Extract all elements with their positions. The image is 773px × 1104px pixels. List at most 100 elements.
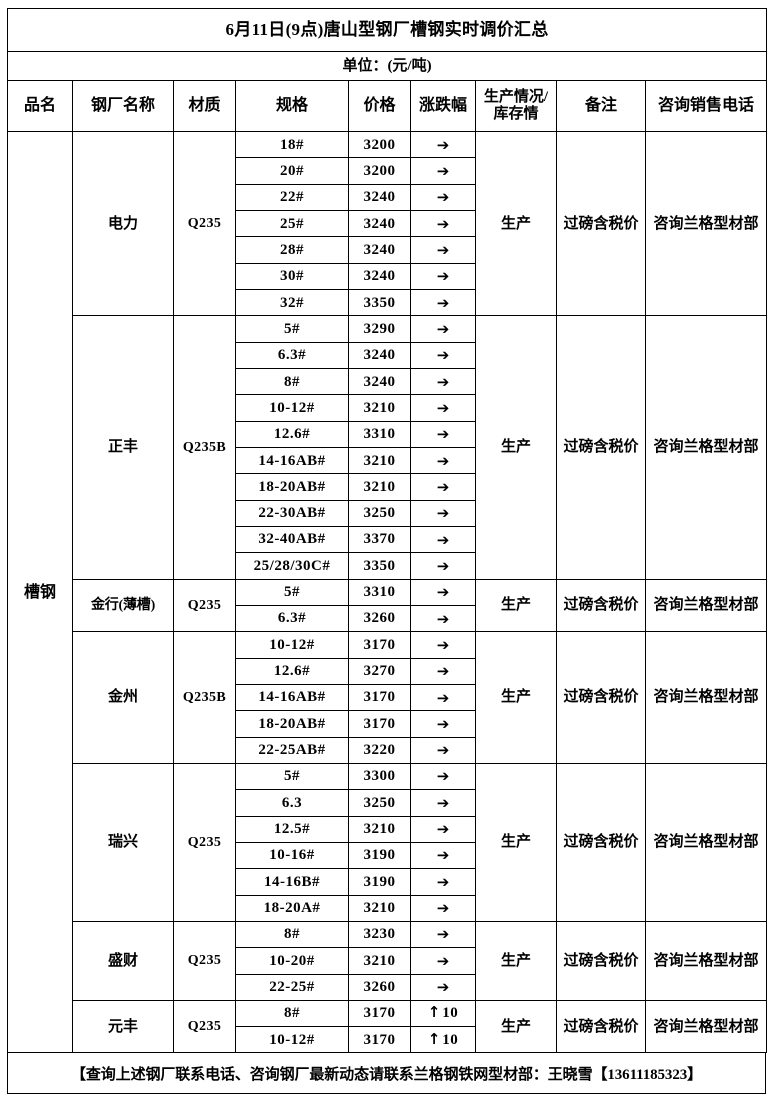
cell-change: ➔	[410, 130, 476, 159]
table-row: 20# 3200 ➔	[8, 157, 767, 185]
cell-price: 3170	[348, 1026, 411, 1054]
table-row: 金行(薄槽) Q235 5# 3310 ➔ 生产 过磅含税价 咨询兰格型材部	[8, 578, 768, 633]
arrow-up-icon: ↑	[427, 1003, 441, 1022]
cell-price: 3200	[348, 130, 411, 159]
cell-material: Q235B	[173, 631, 236, 764]
arrow-flat-icon: ➔	[436, 714, 450, 733]
cell-category: 槽钢	[7, 130, 73, 1054]
column-header-note: 备注	[556, 80, 646, 132]
cell-price: 3170	[348, 999, 411, 1028]
cell-price: 3300	[348, 762, 411, 791]
arrow-flat-icon: ➔	[436, 556, 450, 575]
cell-spec: 10-12#	[235, 394, 349, 422]
cell-price: 3210	[348, 947, 411, 975]
cell-production: 生产	[475, 631, 557, 764]
cell-price: 3170	[348, 683, 411, 712]
cell-spec: 10-12#	[235, 1026, 349, 1054]
cell-spec: 32-40AB#	[235, 525, 349, 554]
cell-change: ➔	[410, 262, 476, 290]
cell-phone: 咨询兰格型材部	[644, 130, 768, 317]
cell-price: 3190	[348, 868, 411, 896]
cell-phone: 咨询兰格型材部	[644, 578, 768, 633]
cell-phone: 咨询兰格型材部	[644, 999, 768, 1054]
arrow-flat-icon: ➔	[436, 951, 450, 970]
cell-change: ➔	[410, 183, 476, 211]
cell-change: ➔	[410, 394, 476, 422]
page-title: 6月11日(9点)唐山型钢厂槽钢实时调价汇总	[6, 8, 768, 52]
cell-price: 3210	[348, 473, 411, 501]
cell-mill: 正丰	[72, 315, 174, 580]
cell-price: 3310	[348, 420, 411, 448]
table-row: 12.6# 3310 ➔	[8, 420, 767, 448]
cell-price: 3170	[348, 710, 411, 738]
cell-spec: 30#	[235, 262, 349, 290]
table-row: 槽钢 电力 Q235 18# 3200 ➔ 生产 过磅含税价 咨询兰格型材部	[7, 130, 768, 1054]
cell-production: 生产	[475, 999, 557, 1054]
cell-change: ➔	[410, 157, 476, 185]
cell-spec: 10-20#	[235, 947, 349, 975]
cell-spec: 18-20AB#	[235, 473, 349, 501]
cell-price: 3210	[348, 894, 411, 922]
cell-change: ➔	[410, 236, 476, 264]
cell-change: ➔	[410, 420, 476, 448]
arrow-flat-icon: ➔	[436, 899, 450, 918]
cell-mill: 金州	[72, 631, 174, 764]
cell-spec: 10-12#	[235, 631, 349, 659]
cell-note: 过磅含税价	[556, 631, 646, 764]
cell-price: 3370	[348, 525, 411, 554]
cell-price: 3210	[348, 394, 411, 422]
table-row: 14-16AB# 3170 ➔	[8, 683, 767, 712]
cell-spec: 12.6#	[235, 657, 349, 685]
cell-change: ➔	[410, 631, 476, 659]
cell-change: ➔	[410, 552, 476, 580]
cell-spec: 32#	[235, 288, 349, 317]
cell-change: ➔	[410, 499, 476, 527]
cell-price: 3250	[348, 499, 411, 527]
arrow-up-icon: ↑	[427, 1029, 441, 1048]
arrow-flat-icon: ➔	[436, 319, 450, 338]
footer-row: 【查询上述钢厂联系电话、咨询钢厂最新动态请联系兰格钢铁网型材部：王晓雪【1361…	[7, 1052, 766, 1095]
arrow-flat-icon: ➔	[436, 688, 450, 707]
cell-price: 3240	[348, 183, 411, 211]
header-row: 品名 钢厂名称 材质 规格 价格 涨跌幅 生产情况/库存情 备注 咨询销售电话	[7, 80, 768, 132]
cell-change: ➔	[410, 868, 476, 896]
table-row: 盛财 Q235 8# 3230 ➔ 生产 过磅含税价 咨询兰格型材部	[8, 920, 768, 1001]
column-header-material: 材质	[173, 80, 236, 132]
arrow-flat-icon: ➔	[436, 530, 450, 549]
cell-change: ➔	[410, 367, 476, 396]
change-amount: 10	[442, 1031, 459, 1048]
cell-phone: 咨询兰格型材部	[644, 762, 768, 922]
table-row: 8# 3240 ➔	[8, 367, 767, 396]
cell-change: ➔	[410, 920, 476, 949]
cell-material: Q235	[173, 920, 236, 1001]
cell-price: 3240	[348, 262, 411, 290]
cell-material: Q235	[173, 999, 236, 1054]
table-row: 10-12# 3170 ↑ 10	[8, 1026, 767, 1054]
table-row: 10-20# 3210 ➔	[8, 947, 767, 975]
cell-spec: 5#	[235, 762, 349, 791]
arrow-flat-icon: ➔	[436, 161, 450, 180]
table-row: 12.5# 3210 ➔	[8, 815, 767, 843]
column-header-mill: 钢厂名称	[72, 80, 174, 132]
cell-spec: 12.6#	[235, 420, 349, 448]
cell-price: 3350	[348, 552, 411, 580]
cell-price: 3190	[348, 841, 411, 870]
table-row: 25/28/30C# 3350 ➔	[8, 552, 767, 580]
table-row: 6.3# 3240 ➔	[8, 341, 767, 369]
arrow-flat-icon: ➔	[436, 372, 450, 391]
column-header-price: 价格	[348, 80, 411, 132]
column-header-category: 品名	[7, 80, 73, 132]
cell-change: ➔	[410, 604, 476, 633]
column-header-change: 涨跌幅	[410, 80, 476, 132]
cell-note: 过磅含税价	[556, 578, 646, 633]
arrow-flat-icon: ➔	[436, 451, 450, 470]
cell-change: ➔	[410, 288, 476, 317]
table-row: 瑞兴 Q235 5# 3300 ➔ 生产 过磅含税价 咨询兰格型材部	[8, 762, 768, 922]
unit-label: 单位：(元/吨)	[6, 51, 768, 81]
change-amount: 10	[442, 1005, 459, 1022]
column-header-production: 生产情况/库存情	[475, 80, 557, 132]
table-row: 18-20A# 3210 ➔	[8, 894, 767, 922]
cell-change: ➔	[410, 736, 476, 764]
cell-phone: 咨询兰格型材部	[644, 920, 768, 1001]
table-row: 30# 3240 ➔	[8, 262, 767, 290]
